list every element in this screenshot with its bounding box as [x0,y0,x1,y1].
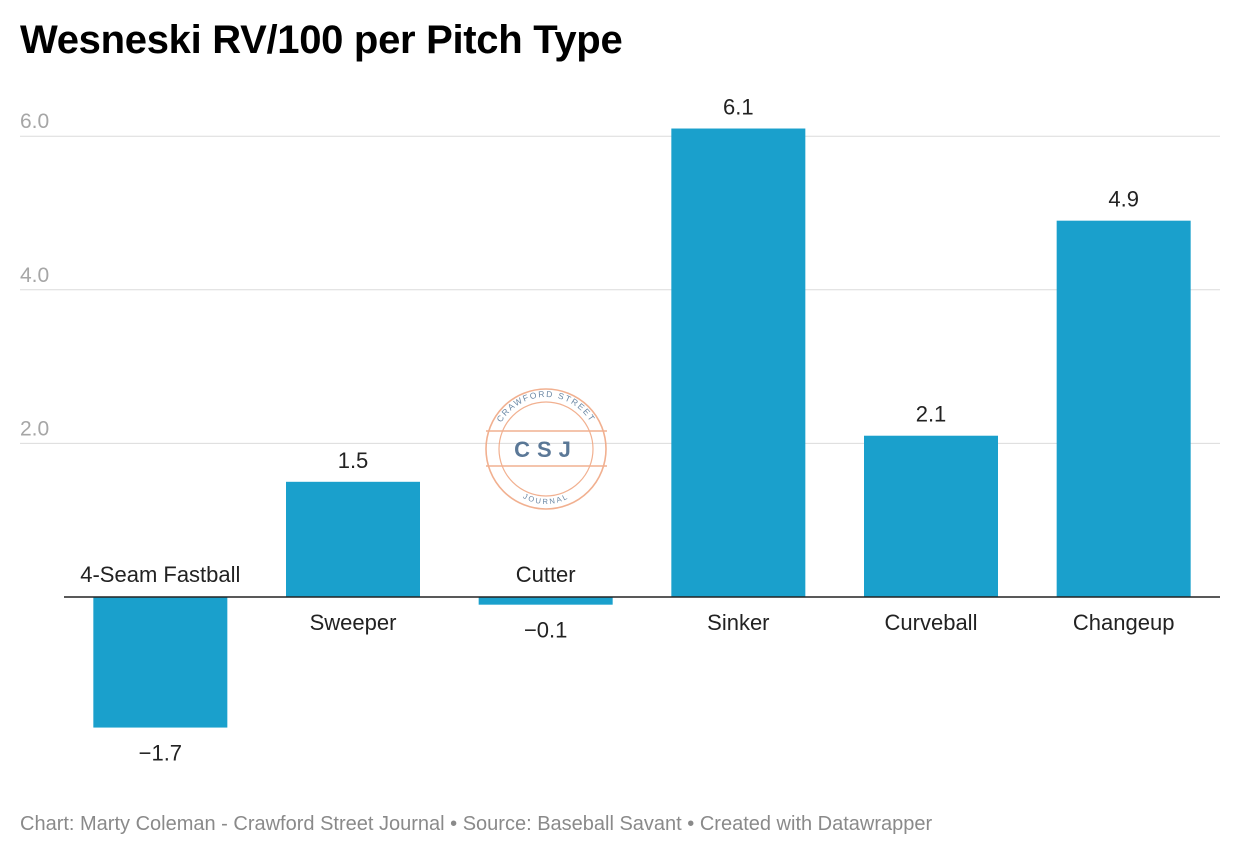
watermark-inner-ring [498,401,594,497]
bars [93,128,1191,728]
bar-sinker [671,128,806,597]
value-label: −1.7 [139,741,182,766]
bar-sweeper [286,481,420,597]
y-tick-label: 2.0 [20,417,49,440]
labels: 2.0 4.0 6.0 −1.7 4-Seam Fastball 1.5 Sweeper −0… [20,95,1174,766]
gridlines [20,135,1220,444]
watermark-center-text: CSJ [514,437,578,462]
y-tick-label: 4.0 [20,264,49,287]
watermark-outer-ring [485,388,607,510]
value-label: 2.1 [916,402,947,427]
category-label: Changeup [1073,610,1175,635]
chart-title: Wesneski RV/100 per Pitch Type [20,18,623,62]
y-tick-label: 6.0 [20,110,49,133]
bar-cutter [478,597,613,605]
category-label: Sinker [707,610,769,635]
value-label: 4.9 [1108,187,1139,212]
category-label: Sweeper [310,610,397,635]
value-label: −0.1 [524,618,567,643]
category-label: Curveball [885,610,978,635]
value-label: 1.5 [338,448,369,473]
watermark-bottom-text: JOURNAL [522,491,571,506]
bar-4-seam-fastball [93,597,228,728]
bar-changeup [1056,220,1191,597]
category-label: Cutter [516,562,576,587]
chart-footer: Chart: Marty Coleman - Crawford Street J… [20,813,933,835]
csj-watermark-logo: CRAWFORD STREET CSJ JOURNAL [485,388,607,510]
value-label: 6.1 [723,95,754,120]
category-label: 4-Seam Fastball [80,562,240,587]
bar-curveball [864,435,998,597]
